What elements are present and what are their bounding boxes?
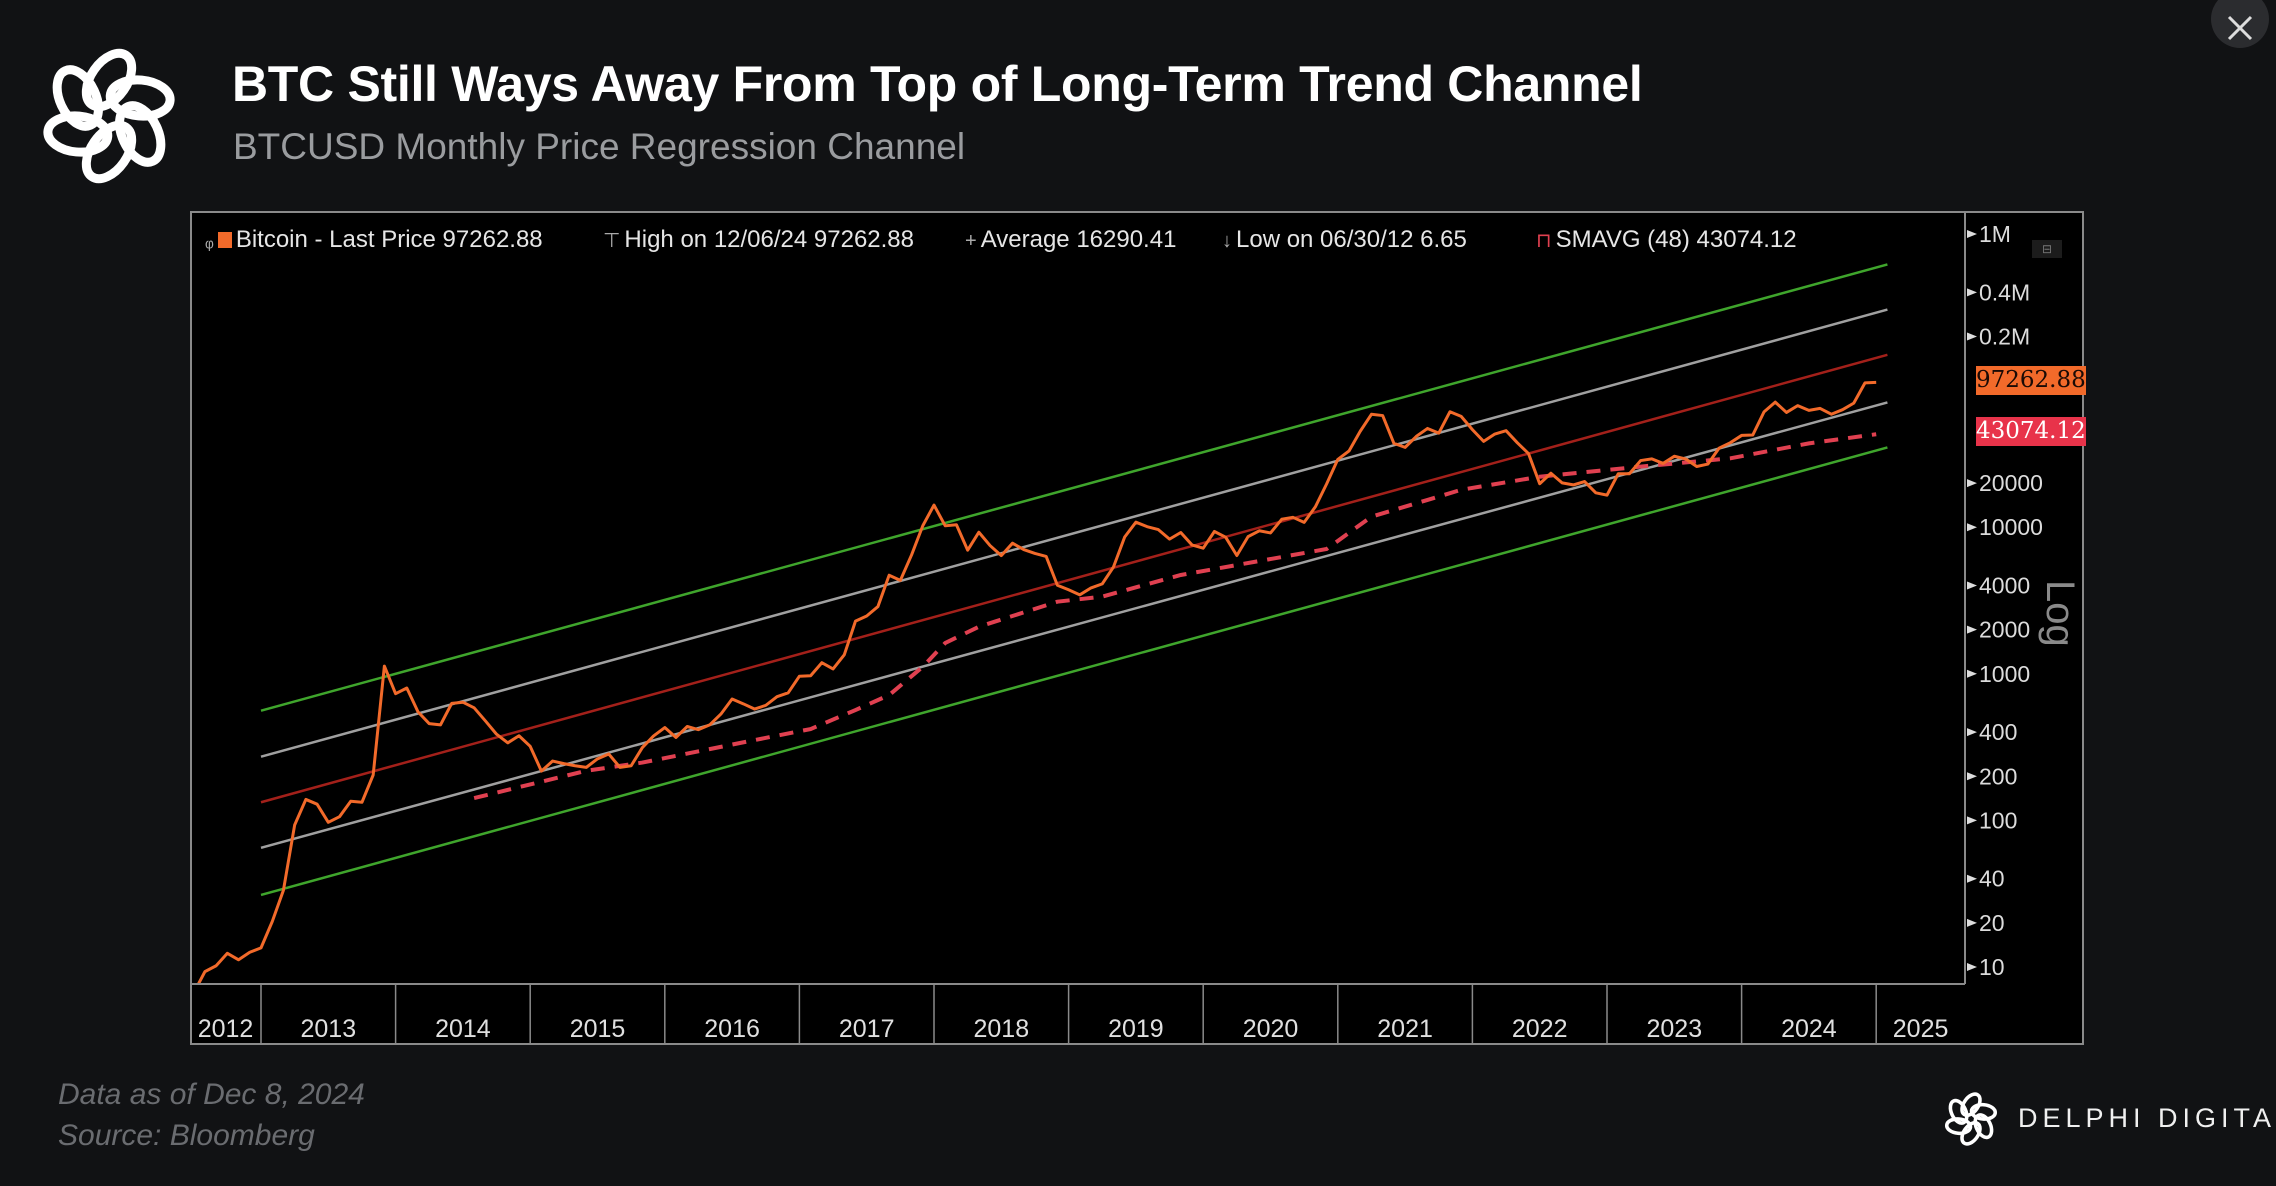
legend-average: + Average 16290.41 [965,226,1176,254]
y-tick-mark [1967,288,1977,297]
page-subtitle: BTCUSD Monthly Price Regression Channel [233,126,966,167]
y-tick-label: 400 [1979,719,2017,745]
legend-high-label: High on 12/06/24 97262.88 [624,226,915,253]
legend-bitcoin: ᵩ Bitcoin - Last Price 97262.88 [205,226,543,253]
channel-line-center [260,353,1888,804]
delphi-small-logo-icon [1944,1092,1998,1146]
y-tick-label: 20000 [1979,470,2043,496]
data-as-of: Data as of Dec 8, 2024 [58,1078,365,1111]
y-tick-label: 40 [1979,866,2005,892]
channel-line-lower-inner [260,401,1888,850]
bitcoin-swatch-icon [217,232,232,248]
legend-low: ↓ Low on 06/30/12 6.65 [1222,226,1467,254]
legend-smavg-label: SMAVG (48) 43074.12 [1555,226,1797,253]
channel-line-lower-outer [260,446,1888,897]
y-tick-label: 10000 [1979,514,2043,540]
y-tick-mark [1967,669,1977,678]
source-note: Source: Bloomberg [58,1119,315,1152]
y-tick-mark [1967,332,1977,341]
legend-high: ⊤ High on 12/06/24 97262.88 [603,226,914,254]
y-tick-label: 0.4M [1979,279,2030,305]
legend-low-label: Low on 06/30/12 6.65 [1236,226,1467,253]
x-tick-label: 2017 [839,1015,895,1043]
smavg-48-line [473,432,1877,801]
x-tick-label: 2023 [1646,1015,1702,1043]
y-tick-mark [1967,230,1977,238]
smavg-price-tag: 43074.12 [1976,417,2086,446]
brand-name: DELPHI DIGITAL [2018,1103,2276,1133]
delphi-logo-icon [43,48,175,184]
x-tick-label: 2016 [704,1015,760,1043]
y-tick-label: 4000 [1979,573,2030,599]
y-tick-mark [1967,772,1977,781]
channel-line-upper-outer [260,263,1888,712]
close-icon [2227,15,2253,41]
plot-area [196,263,1888,984]
y-tick-mark [1967,728,1977,737]
bitcoin-price-line [196,380,1877,984]
close-button[interactable] [2211,0,2269,48]
high-marker-icon: ⊤ [603,230,621,252]
log-scale-label: Log [2038,580,2082,647]
legend-smavg: ⊓ SMAVG (48) 43074.12 [1536,226,1797,254]
legend-bitcoin-label: Bitcoin - Last Price 97262.88 [235,226,543,253]
y-tick-mark [1967,625,1977,634]
legend-average-label: Average 16290.41 [980,226,1177,253]
channel-line-upper-inner [260,308,1888,758]
x-tick-label: 2022 [1512,1015,1568,1043]
page-title: BTC Still Ways Away From Top of Long-Ter… [232,56,1643,112]
y-tick-label: 10 [1979,954,2005,980]
x-tick-label: 2012 [198,1015,254,1043]
x-tick-label: 2024 [1781,1015,1837,1043]
low-marker-icon: ↓ [1222,230,1232,252]
x-tick-label: 2020 [1243,1015,1299,1043]
x-tick-label: 2015 [570,1015,626,1043]
smavg-marker-icon: ⊓ [1536,230,1552,252]
y-tick-label: 20 [1979,910,2005,936]
y-tick-label: 100 [1979,807,2017,833]
x-tick-label: 2013 [300,1015,356,1043]
average-marker-icon: + [965,230,977,252]
x-tick-label: 2025 [1893,1015,1949,1043]
y-tick-label: 1M [1979,221,2011,247]
chart-frame [190,211,2084,1045]
y-tick-mark [1967,874,1977,883]
last-price-tag: 97262.88 [1976,366,2086,395]
x-tick-label: 2021 [1377,1015,1433,1043]
y-tick-label: 0.2M [1979,323,2030,349]
x-tick-label: 2014 [435,1015,491,1043]
y-tick-mark [1967,918,1977,927]
chart-options-button[interactable]: ⊟ [2032,240,2062,258]
y-tick-mark [1967,581,1977,590]
y-tick-label: 2000 [1979,617,2030,643]
y-tick-label: 1000 [1979,661,2030,687]
y-tick-mark [1967,816,1977,825]
y-tick-mark [1967,479,1977,488]
x-tick-label: 2018 [973,1015,1029,1043]
y-tick-mark [1967,963,1977,971]
x-tick-label: 2019 [1108,1015,1164,1043]
y-tick-label: 200 [1979,763,2017,789]
y-tick-mark [1967,523,1977,532]
